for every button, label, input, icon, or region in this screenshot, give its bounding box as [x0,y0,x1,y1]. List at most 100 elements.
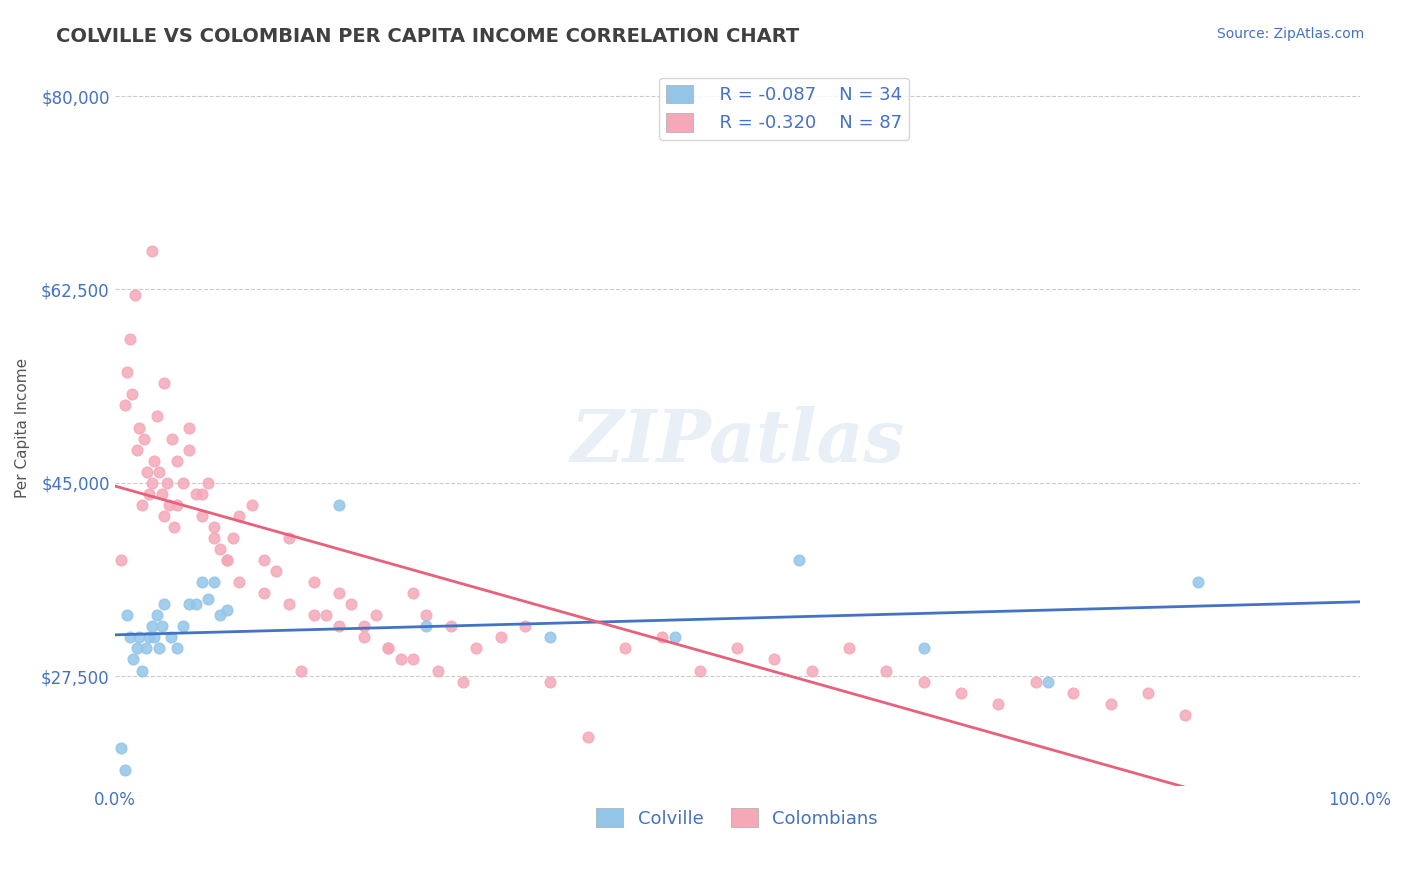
Point [153,597,176,611]
Point [141,475,163,490]
Point [1038,674,1060,689]
Point [402,652,425,666]
Point [875,664,897,678]
Point [328,498,350,512]
Point [197,475,219,490]
Point [240,498,263,512]
Point [1099,697,1122,711]
Point [328,619,350,633]
Point [266,564,288,578]
Point [148,641,170,656]
Point [202,575,225,590]
Point [912,641,935,656]
Point [128,631,150,645]
Point [228,508,250,523]
Point [179,420,201,434]
Point [202,531,225,545]
Text: ZIPatlas: ZIPatlas [569,407,904,477]
Point [1136,685,1159,699]
Point [912,674,935,689]
Point [184,597,207,611]
Point [190,575,212,590]
Point [141,244,163,258]
Point [328,586,350,600]
Point [302,608,325,623]
Point [377,641,399,656]
Point [159,631,181,645]
Point [277,597,299,611]
Point [125,442,148,457]
Point [664,631,686,645]
Point [215,553,238,567]
Point [987,697,1010,711]
Point [787,553,810,567]
Point [118,332,141,346]
Point [538,631,561,645]
Point [134,432,156,446]
Point [689,664,711,678]
Point [725,641,748,656]
Point [415,619,437,633]
Point [166,498,188,512]
Point [614,641,637,656]
Point [489,631,512,645]
Point [1187,575,1209,590]
Legend: Colville, Colombians: Colville, Colombians [589,801,884,835]
Point [184,487,207,501]
Point [131,664,153,678]
Point [153,376,176,391]
Point [315,608,337,623]
Point [209,541,232,556]
Point [157,498,180,512]
Point [302,575,325,590]
Point [143,453,166,467]
Point [138,487,160,501]
Point [651,631,673,645]
Point [402,586,425,600]
Point [377,641,399,656]
Point [153,508,176,523]
Point [121,387,143,401]
Point [228,575,250,590]
Point [110,553,132,567]
Point [464,641,486,656]
Point [515,619,537,633]
Text: COLVILLE VS COLOMBIAN PER CAPITA INCOME CORRELATION CHART: COLVILLE VS COLOMBIAN PER CAPITA INCOME … [56,27,800,45]
Point [115,365,138,379]
Point [136,465,159,479]
Point [146,409,169,424]
Point [1062,685,1084,699]
Point [215,603,238,617]
Point [150,619,173,633]
Point [800,664,823,678]
Point [440,619,463,633]
Point [160,432,183,446]
Point [190,508,212,523]
Point [128,420,150,434]
Point [124,288,146,302]
Point [202,520,225,534]
Point [179,442,201,457]
Point [143,631,166,645]
Point [172,475,194,490]
Point [215,553,238,567]
Point [576,730,599,744]
Point [138,631,160,645]
Point [277,531,299,545]
Point [125,641,148,656]
Point [290,664,312,678]
Point [156,475,179,490]
Point [115,608,138,623]
Point [253,586,276,600]
Point [141,619,163,633]
Point [415,608,437,623]
Point [148,465,170,479]
Point [172,619,194,633]
Point [190,487,212,501]
Point [146,608,169,623]
Point [114,398,136,412]
Point [163,520,186,534]
Point [114,763,136,777]
Point [118,631,141,645]
Y-axis label: Per Capita Income: Per Capita Income [15,358,30,498]
